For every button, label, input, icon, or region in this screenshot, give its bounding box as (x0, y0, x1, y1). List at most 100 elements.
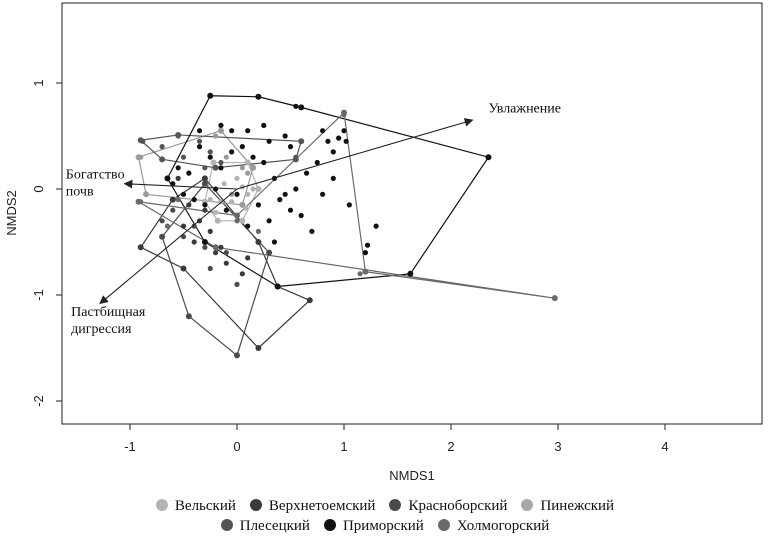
data-point (138, 154, 144, 160)
data-point (343, 138, 349, 144)
plot-frame (61, 2, 763, 425)
data-point (245, 170, 251, 176)
legend-label: Плесецкий (239, 518, 310, 534)
legend-label: Верхнетоемский (268, 498, 376, 514)
data-point (207, 265, 213, 272)
data-point (293, 154, 299, 160)
vector-label-line: Богатство (66, 167, 125, 182)
data-point (314, 159, 320, 166)
data-point (234, 175, 240, 181)
hull-vertex (255, 239, 262, 245)
data-point (223, 250, 229, 256)
data-point (223, 260, 229, 266)
data-point (239, 271, 245, 277)
data-point (191, 239, 197, 245)
data-point (196, 144, 203, 150)
x-tick-label: 3 (554, 439, 561, 454)
x-tick-label: 2 (447, 439, 454, 454)
data-point (170, 207, 176, 213)
hull-vertex (164, 175, 171, 182)
data-point (293, 103, 299, 109)
data-point (159, 144, 165, 150)
hull-vertex (137, 244, 144, 251)
hull-vertex (250, 164, 257, 171)
legend-item: Плесецкий (220, 518, 310, 535)
data-point (250, 154, 256, 160)
data-point (234, 281, 240, 287)
data-point (552, 295, 558, 301)
hull-vertex (212, 164, 219, 171)
data-point (325, 138, 331, 144)
vector-label: Увлажнение (488, 102, 561, 117)
hull-vertex (159, 233, 166, 240)
legend-row-1: Вельский Верхнетоемский Красноборский Пинеж… (0, 498, 770, 515)
legend-item: Пинежский (521, 498, 614, 515)
hull-vertex (239, 217, 246, 224)
points (135, 92, 558, 359)
data-point (207, 149, 213, 155)
data-point (180, 223, 187, 229)
vector-Богатство почв (123, 179, 238, 190)
data-point (287, 144, 294, 150)
data-point (218, 122, 224, 128)
x-tick-label: 4 (661, 439, 668, 454)
data-point (373, 223, 379, 229)
hull-vertex (244, 159, 251, 166)
data-point (346, 202, 352, 208)
vector-Пастбищная дигрессия (99, 188, 238, 305)
hull-vertex (234, 212, 240, 219)
vector-label-line: Пастбищная (71, 305, 146, 320)
data-point (255, 94, 261, 100)
legend-dot-icon (323, 519, 336, 531)
legend-item: Холмогорский (437, 518, 549, 535)
hull-vertex (255, 186, 262, 192)
data-point (207, 154, 213, 160)
data-point (298, 138, 304, 144)
hull-vertex (234, 352, 240, 359)
data-point (320, 191, 326, 197)
data-point (221, 181, 227, 187)
data-point (255, 228, 261, 234)
x-axis: -1 0 1 2 3 4 (124, 424, 669, 454)
legend-label: Приморский (342, 518, 424, 534)
data-point (362, 250, 368, 256)
data-point (245, 255, 251, 261)
data-point (330, 149, 336, 155)
data-point (341, 128, 347, 134)
legend-item: Верхнетоемский (249, 498, 376, 515)
legend-dot-icon (220, 519, 233, 531)
data-point (170, 181, 176, 187)
x-tick-label: 0 (233, 439, 240, 454)
hull-vertex (298, 104, 305, 111)
y-tick-label: -2 (31, 395, 46, 407)
hull-vertex (306, 297, 313, 304)
vector-label-line: дигрессия (71, 322, 132, 337)
data-point (202, 207, 208, 213)
data-point (191, 223, 197, 229)
data-point (229, 128, 235, 134)
data-point (245, 128, 251, 134)
data-point (175, 197, 181, 203)
data-point (336, 135, 342, 141)
legend-dot-icon (249, 499, 262, 511)
data-point (207, 228, 213, 234)
vector-label: Пастбищная дигрессия (71, 305, 146, 337)
legend-dot-icon (389, 499, 402, 511)
hull-vertex (239, 201, 246, 208)
data-point (196, 128, 203, 134)
data-point (330, 175, 336, 181)
data-point (138, 199, 144, 205)
data-point (218, 244, 224, 250)
data-point (186, 170, 192, 176)
data-point (186, 202, 192, 208)
data-point (266, 138, 272, 144)
data-point (239, 165, 245, 171)
data-point (229, 149, 235, 155)
data-point (213, 133, 219, 139)
data-point (140, 138, 146, 144)
hull-vertex (180, 265, 187, 272)
data-point (164, 223, 171, 229)
legend-item: Вельский (155, 498, 236, 515)
data-point (277, 197, 283, 203)
